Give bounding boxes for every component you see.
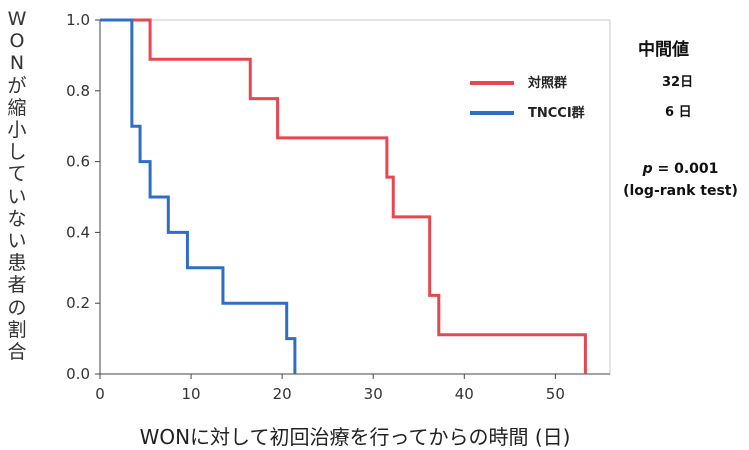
x-tick-label: 40 — [455, 385, 474, 403]
y-tick-label: 0.6 — [66, 153, 90, 171]
x-tick-label: 30 — [364, 385, 383, 403]
median-tncci-value: 6 日 — [665, 105, 692, 120]
y-tick-label: 0.0 — [66, 365, 90, 383]
survival-curve-control — [100, 18, 587, 374]
y-axis-title-char: 患 — [7, 252, 27, 275]
y-axis-title-char: W — [7, 8, 27, 30]
p-value-annotation: p = 0.001 (log-rank test) — [618, 158, 743, 202]
y-axis-title-char: て — [7, 163, 27, 186]
y-axis-title-char: い — [7, 185, 27, 208]
legend-swatch-tncci — [470, 111, 514, 115]
x-tick-label: 0 — [95, 385, 105, 403]
median-control-value: 32日 — [662, 75, 694, 90]
y-axis-title-char: い — [7, 230, 27, 253]
y-axis-title-char: N — [9, 52, 25, 75]
y-axis-title-char: が — [7, 74, 27, 97]
y-tick-label: 0.4 — [66, 223, 90, 241]
p-value-text: = 0.001 — [652, 161, 719, 177]
p-value-line: p = 0.001 — [618, 158, 743, 180]
legend-swatch-control — [470, 81, 514, 85]
median-title: 中間値 — [638, 40, 689, 60]
x-tick-label: 20 — [273, 385, 292, 403]
y-tick-label: 0.8 — [66, 82, 90, 100]
y-tick-label: 1.0 — [66, 11, 90, 29]
p-symbol: p — [642, 161, 653, 177]
y-tick-label: 0.2 — [66, 294, 90, 312]
y-axis-title-char: 者 — [7, 274, 27, 297]
y-axis-title-char: の — [7, 296, 27, 319]
test-name: (log-rank test) — [623, 183, 738, 199]
y-axis-title-char: 割 — [7, 318, 27, 341]
legend-label-tncci: TNCCI群 — [528, 106, 585, 121]
y-axis-title-char: 小 — [7, 119, 27, 142]
y-axis-title-char: O — [9, 30, 25, 53]
y-axis-title-char: し — [7, 141, 27, 164]
x-tick-label: 50 — [546, 385, 565, 403]
y-axis-title-char: 縮 — [7, 96, 27, 119]
legend-label-control: 対照群 — [528, 76, 568, 91]
x-tick-label: 10 — [182, 385, 201, 403]
y-axis-title-char: 合 — [7, 341, 27, 364]
x-axis-title: WONに対して初回治療を行ってからの時間 (日) — [139, 425, 571, 449]
y-axis-title-char: な — [7, 207, 27, 230]
survival-curve-tncci — [100, 18, 297, 374]
